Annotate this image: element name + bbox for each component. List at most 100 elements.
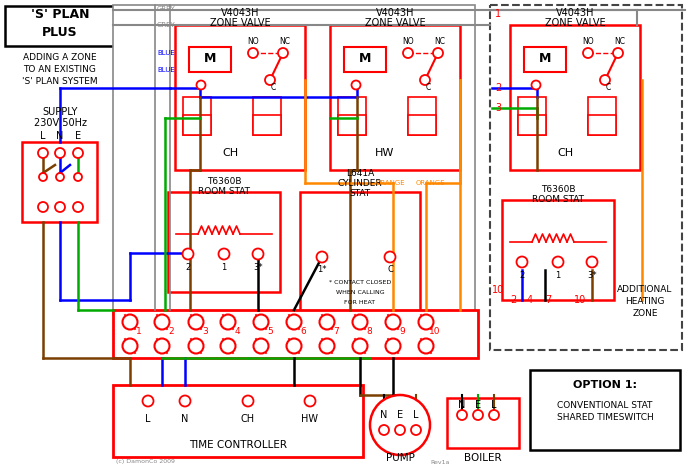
Text: C: C bbox=[270, 83, 275, 93]
Text: C: C bbox=[425, 83, 431, 93]
Circle shape bbox=[600, 75, 610, 85]
Text: PLUS: PLUS bbox=[42, 27, 78, 39]
Text: 6: 6 bbox=[300, 328, 306, 336]
Text: 3: 3 bbox=[202, 328, 208, 336]
Text: CH: CH bbox=[241, 414, 255, 424]
Text: 1: 1 bbox=[495, 9, 501, 19]
Text: N: N bbox=[57, 131, 63, 141]
Circle shape bbox=[38, 202, 48, 212]
Bar bbox=[518, 115, 546, 135]
Text: V4043H: V4043H bbox=[221, 8, 259, 18]
Text: * CONTACT CLOSED: * CONTACT CLOSED bbox=[329, 279, 391, 285]
Bar bbox=[175, 25, 305, 170]
Text: ORANGE: ORANGE bbox=[375, 180, 405, 186]
Text: L641A: L641A bbox=[346, 169, 374, 178]
Circle shape bbox=[531, 80, 540, 89]
Text: N: N bbox=[181, 414, 188, 424]
Bar bbox=[253, 115, 281, 135]
Bar bbox=[300, 192, 420, 312]
Circle shape bbox=[384, 251, 395, 263]
Circle shape bbox=[395, 425, 405, 435]
Circle shape bbox=[370, 395, 430, 455]
Text: HW: HW bbox=[302, 414, 319, 424]
Text: 7: 7 bbox=[545, 295, 551, 305]
Text: E: E bbox=[397, 410, 403, 420]
Text: OPTION 1:: OPTION 1: bbox=[573, 380, 637, 390]
Text: E: E bbox=[475, 400, 481, 410]
Circle shape bbox=[411, 425, 421, 435]
Bar bbox=[588, 97, 616, 135]
Bar bbox=[330, 25, 460, 170]
Text: CH: CH bbox=[222, 148, 238, 158]
Text: T6360B: T6360B bbox=[207, 177, 242, 187]
Circle shape bbox=[123, 314, 137, 329]
Text: 10: 10 bbox=[574, 295, 586, 305]
Text: NO: NO bbox=[582, 37, 594, 46]
Circle shape bbox=[419, 338, 433, 353]
Text: TO AN EXISTING: TO AN EXISTING bbox=[23, 66, 97, 74]
Text: NC: NC bbox=[279, 37, 290, 46]
Circle shape bbox=[586, 256, 598, 268]
Bar bbox=[344, 47, 386, 72]
Circle shape bbox=[553, 256, 564, 268]
Circle shape bbox=[188, 314, 204, 329]
Circle shape bbox=[473, 410, 483, 420]
Text: BOILER: BOILER bbox=[464, 453, 502, 463]
Text: NC: NC bbox=[435, 37, 446, 46]
Bar bbox=[408, 115, 436, 135]
Text: CYLINDER: CYLINDER bbox=[337, 178, 382, 188]
Text: E: E bbox=[75, 131, 81, 141]
Bar bbox=[588, 115, 616, 135]
Circle shape bbox=[56, 173, 64, 181]
Text: CONVENTIONAL STAT: CONVENTIONAL STAT bbox=[558, 401, 653, 410]
Circle shape bbox=[351, 80, 360, 89]
Text: N: N bbox=[380, 410, 388, 420]
Bar bbox=[5, 6, 115, 46]
Text: STAT: STAT bbox=[349, 189, 371, 197]
Text: 230V 50Hz: 230V 50Hz bbox=[34, 118, 86, 128]
Circle shape bbox=[221, 338, 235, 353]
Bar bbox=[113, 385, 363, 457]
Text: GREY: GREY bbox=[157, 22, 176, 28]
Text: ZONE VALVE: ZONE VALVE bbox=[365, 18, 425, 28]
Circle shape bbox=[253, 249, 264, 259]
Circle shape bbox=[403, 48, 413, 58]
Text: L: L bbox=[40, 131, 46, 141]
Circle shape bbox=[278, 48, 288, 58]
Circle shape bbox=[613, 48, 623, 58]
Circle shape bbox=[74, 173, 82, 181]
Text: 2: 2 bbox=[186, 263, 190, 271]
Text: 8: 8 bbox=[366, 328, 372, 336]
Text: BLUE: BLUE bbox=[157, 67, 175, 73]
Circle shape bbox=[38, 148, 48, 158]
Text: BLUE: BLUE bbox=[157, 50, 175, 56]
Circle shape bbox=[197, 80, 206, 89]
Bar bbox=[490, 5, 682, 350]
Circle shape bbox=[143, 395, 153, 407]
Text: 9: 9 bbox=[399, 328, 405, 336]
Text: ROOM STAT: ROOM STAT bbox=[532, 195, 584, 204]
Text: SHARED TIMESWITCH: SHARED TIMESWITCH bbox=[557, 414, 653, 423]
Circle shape bbox=[188, 338, 204, 353]
Circle shape bbox=[517, 256, 527, 268]
Circle shape bbox=[155, 314, 170, 329]
Circle shape bbox=[353, 338, 368, 353]
Bar bbox=[338, 97, 366, 135]
Bar bbox=[183, 115, 211, 135]
Circle shape bbox=[242, 395, 253, 407]
Text: 1*: 1* bbox=[317, 265, 327, 275]
Text: V4043H: V4043H bbox=[376, 8, 414, 18]
Text: V4043H: V4043H bbox=[555, 8, 594, 18]
Circle shape bbox=[265, 75, 275, 85]
Circle shape bbox=[379, 425, 389, 435]
Text: 7: 7 bbox=[333, 328, 339, 336]
Circle shape bbox=[55, 202, 65, 212]
Text: L: L bbox=[146, 414, 150, 424]
Circle shape bbox=[248, 48, 258, 58]
Text: (c) DamonCo 2009: (c) DamonCo 2009 bbox=[115, 460, 175, 465]
Circle shape bbox=[433, 48, 443, 58]
Circle shape bbox=[73, 202, 83, 212]
Text: HEATING: HEATING bbox=[625, 298, 664, 307]
Bar bbox=[518, 97, 546, 135]
Text: Rev1a: Rev1a bbox=[431, 460, 450, 465]
